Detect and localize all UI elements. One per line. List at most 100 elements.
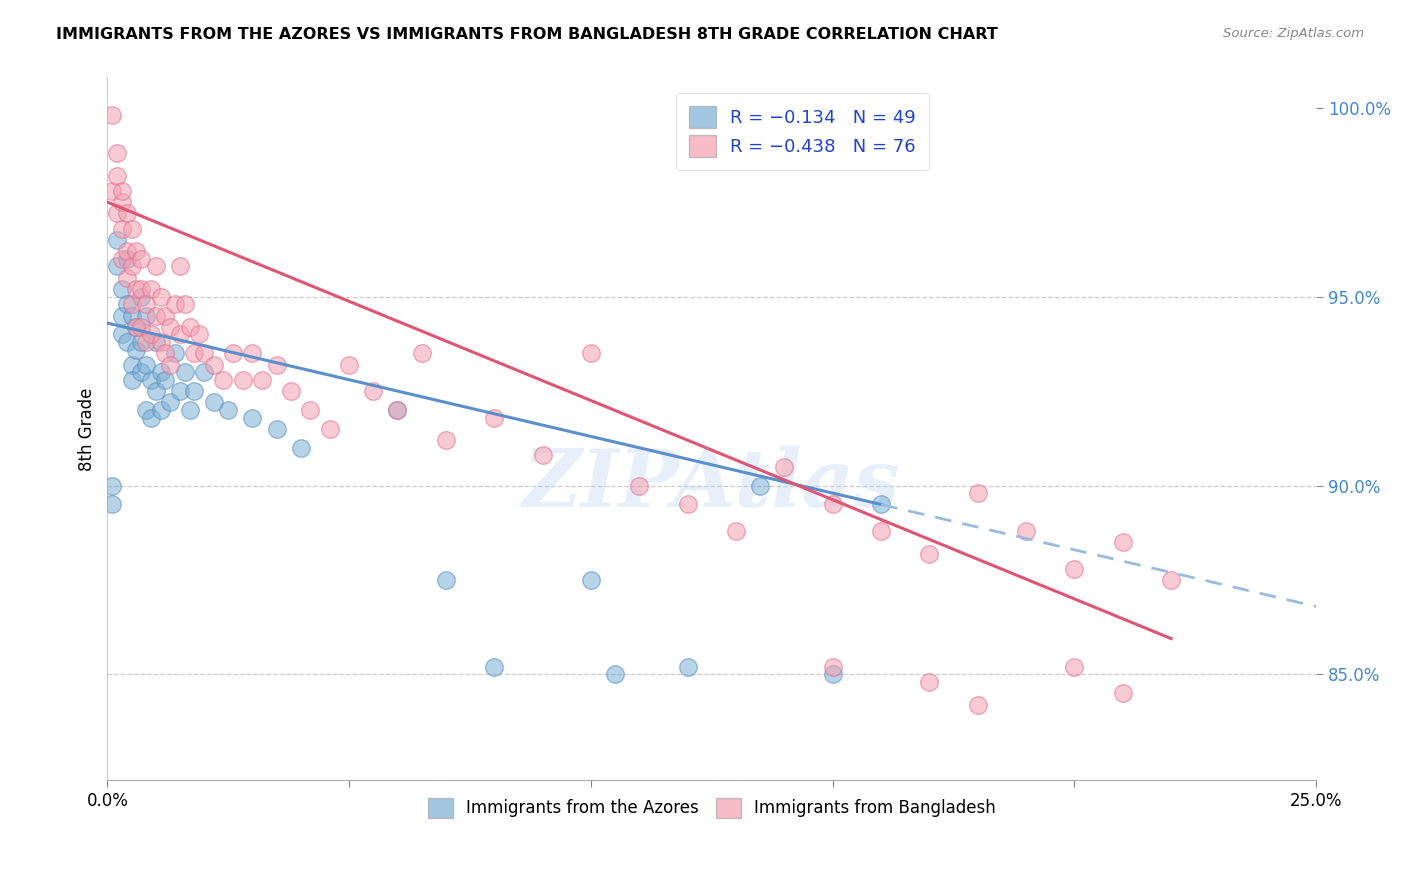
Point <box>115 270 138 285</box>
Point <box>918 675 941 690</box>
Point <box>149 334 172 349</box>
Point <box>121 309 143 323</box>
Point <box>135 309 157 323</box>
Point <box>821 667 844 681</box>
Point <box>169 260 191 274</box>
Point <box>290 441 312 455</box>
Point <box>1160 573 1182 587</box>
Point <box>135 358 157 372</box>
Point <box>139 373 162 387</box>
Point <box>135 297 157 311</box>
Point <box>149 290 172 304</box>
Point <box>111 184 134 198</box>
Point <box>217 403 239 417</box>
Point <box>222 346 245 360</box>
Point <box>145 384 167 398</box>
Point <box>482 660 505 674</box>
Point <box>115 334 138 349</box>
Point <box>125 244 148 259</box>
Point <box>105 146 128 161</box>
Point <box>111 282 134 296</box>
Point <box>155 309 177 323</box>
Point <box>155 346 177 360</box>
Text: Source: ZipAtlas.com: Source: ZipAtlas.com <box>1223 27 1364 40</box>
Point <box>101 108 124 122</box>
Point <box>111 221 134 235</box>
Point <box>125 343 148 357</box>
Text: IMMIGRANTS FROM THE AZORES VS IMMIGRANTS FROM BANGLADESH 8TH GRADE CORRELATION C: IMMIGRANTS FROM THE AZORES VS IMMIGRANTS… <box>56 27 998 42</box>
Point <box>121 221 143 235</box>
Point <box>149 365 172 379</box>
Point <box>188 327 211 342</box>
Point <box>169 327 191 342</box>
Point <box>111 195 134 210</box>
Point <box>169 384 191 398</box>
Point <box>179 403 201 417</box>
Point <box>121 373 143 387</box>
Point <box>105 260 128 274</box>
Point <box>173 297 195 311</box>
Point <box>125 282 148 296</box>
Point <box>918 547 941 561</box>
Point <box>115 244 138 259</box>
Point <box>193 365 215 379</box>
Point <box>202 358 225 372</box>
Point <box>212 373 235 387</box>
Point <box>135 334 157 349</box>
Point <box>101 184 124 198</box>
Point <box>603 667 626 681</box>
Point <box>387 403 409 417</box>
Point <box>434 573 457 587</box>
Point <box>111 327 134 342</box>
Point <box>821 498 844 512</box>
Point <box>319 422 342 436</box>
Point <box>159 319 181 334</box>
Point <box>139 410 162 425</box>
Point <box>105 206 128 220</box>
Point <box>821 660 844 674</box>
Point <box>1112 535 1135 549</box>
Point <box>363 384 385 398</box>
Point <box>129 252 152 266</box>
Point <box>135 403 157 417</box>
Point <box>266 358 288 372</box>
Point <box>129 365 152 379</box>
Point <box>129 282 152 296</box>
Point <box>299 403 322 417</box>
Point <box>145 260 167 274</box>
Point <box>579 346 602 360</box>
Y-axis label: 8th Grade: 8th Grade <box>79 387 96 471</box>
Point <box>242 346 264 360</box>
Point <box>411 346 433 360</box>
Point <box>1112 686 1135 700</box>
Point <box>232 373 254 387</box>
Point <box>183 346 205 360</box>
Point <box>111 252 134 266</box>
Point <box>579 573 602 587</box>
Point <box>628 478 651 492</box>
Point <box>149 403 172 417</box>
Point <box>125 319 148 334</box>
Point <box>115 297 138 311</box>
Point <box>129 290 152 304</box>
Point <box>250 373 273 387</box>
Point <box>105 233 128 247</box>
Point <box>266 422 288 436</box>
Point <box>966 486 988 500</box>
Point <box>159 358 181 372</box>
Point <box>145 334 167 349</box>
Point <box>966 698 988 712</box>
Point <box>115 252 138 266</box>
Point <box>155 373 177 387</box>
Point <box>101 478 124 492</box>
Point <box>202 395 225 409</box>
Point <box>115 206 138 220</box>
Point <box>724 524 747 538</box>
Point <box>1063 660 1085 674</box>
Point <box>870 498 893 512</box>
Point <box>121 297 143 311</box>
Point <box>129 334 152 349</box>
Point <box>280 384 302 398</box>
Point <box>337 358 360 372</box>
Point <box>111 309 134 323</box>
